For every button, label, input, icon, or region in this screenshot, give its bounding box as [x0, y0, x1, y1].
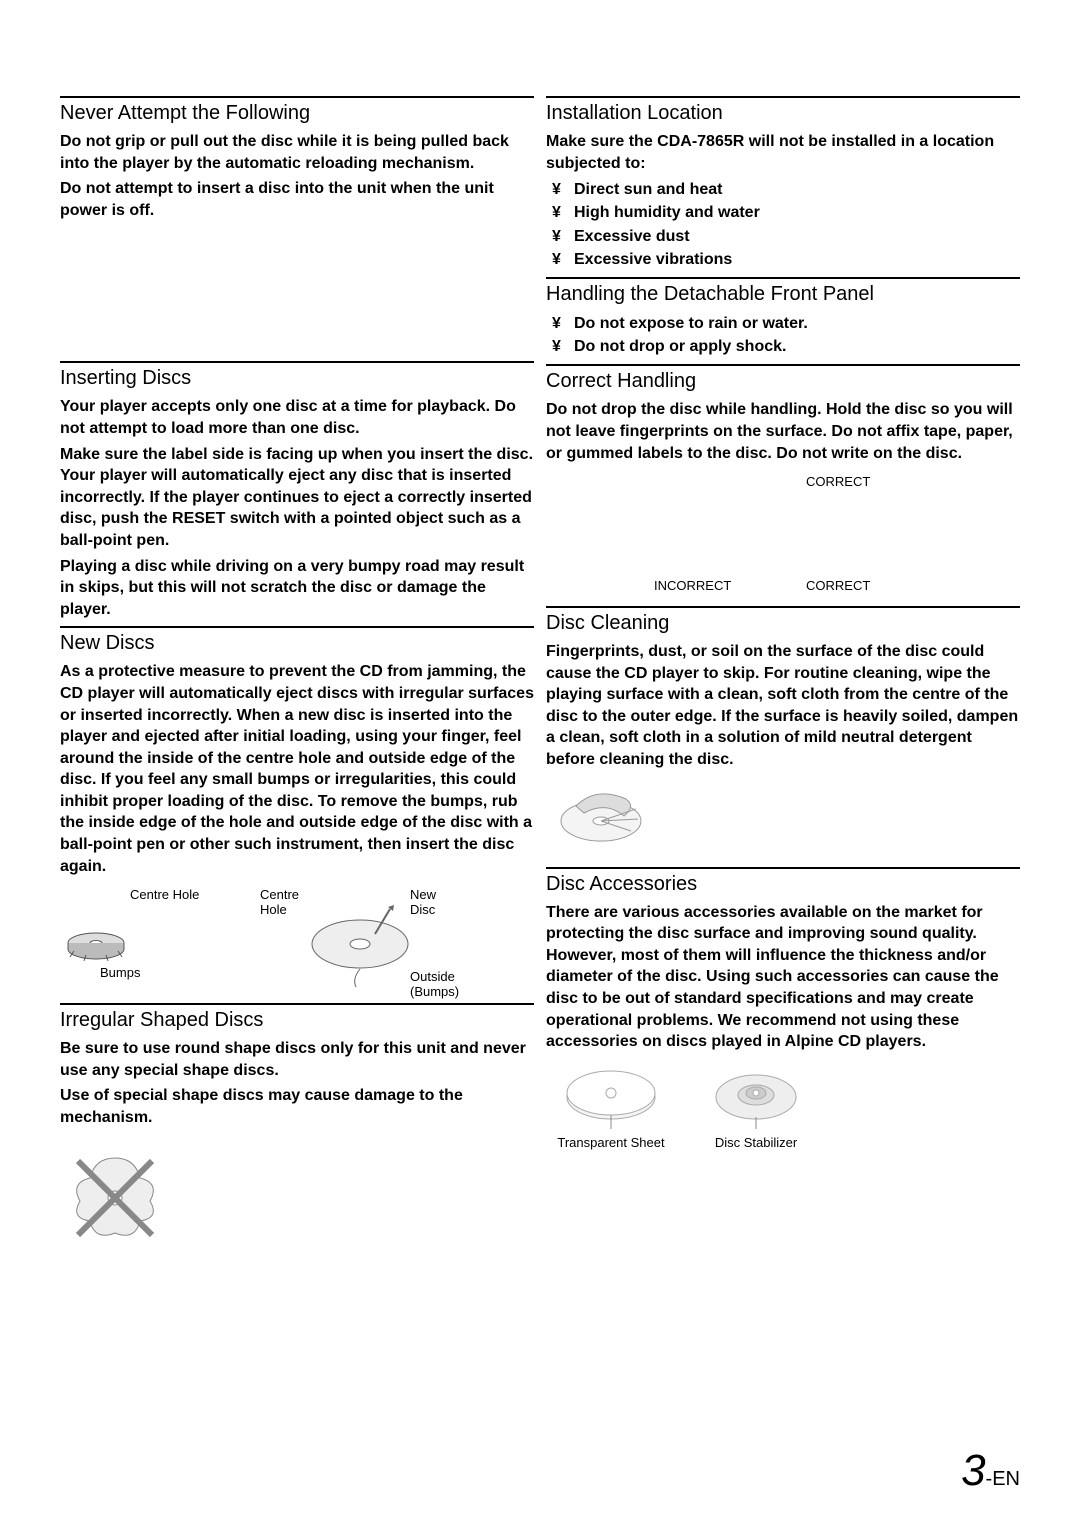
- sec-accessories-p1: There are various accessories available …: [546, 902, 1020, 1053]
- irregular-disc-diagram: [60, 1143, 534, 1243]
- label-incorrect: INCORRECT: [654, 578, 731, 593]
- label-centre-hole-1: Centre Hole: [130, 887, 199, 902]
- install-item: Excessive dust: [546, 225, 1020, 248]
- transparent-sheet-fig: Transparent Sheet: [556, 1065, 666, 1150]
- accessories-diagram: Transparent Sheet Disc Stabilizer: [556, 1065, 1020, 1150]
- sec-inserting-p3: Playing a disc while driving on a very b…: [60, 556, 534, 621]
- sec-never-attempt-p2: Do not attempt to insert a disc into the…: [60, 178, 534, 221]
- sec-install-title: Installation Location: [546, 96, 1020, 125]
- sec-never-attempt-title: Never Attempt the Following: [60, 96, 534, 125]
- page-number: 3-EN: [961, 1446, 1020, 1496]
- frontpanel-item: Do not expose to rain or water.: [546, 312, 1020, 335]
- disc-illus-top: Centre Hole New Disc Outside (Bumps): [260, 887, 480, 997]
- page-number-digit: 3: [961, 1446, 985, 1495]
- label-correct-2: CORRECT: [806, 578, 870, 593]
- sec-newdiscs-title: New Discs: [60, 626, 534, 655]
- sec-inserting-p2: Make sure the label side is facing up wh…: [60, 444, 534, 552]
- handling-diagram: CORRECT INCORRECT CORRECT: [546, 470, 1020, 600]
- install-list: Direct sun and heat High humidity and wa…: [546, 178, 1020, 271]
- cleaning-svg: [546, 781, 656, 851]
- page-number-suffix: -EN: [986, 1468, 1020, 1490]
- transparent-sheet-svg: [556, 1065, 666, 1135]
- sec-inserting-title: Inserting Discs: [60, 361, 534, 390]
- disc-stabilizer-fig: Disc Stabilizer: [706, 1065, 806, 1150]
- sec-frontpanel-title: Handling the Detachable Front Panel: [546, 277, 1020, 306]
- left-column: Never Attempt the Following Do not grip …: [60, 90, 534, 1243]
- install-item: Excessive vibrations: [546, 248, 1020, 271]
- sec-irregular-p1: Be sure to use round shape discs only fo…: [60, 1038, 534, 1081]
- sec-cleaning-title: Disc Cleaning: [546, 606, 1020, 635]
- frontpanel-list: Do not expose to rain or water. Do not d…: [546, 312, 1020, 358]
- sec-install-p1: Make sure the CDA-7865R will not be inst…: [546, 131, 1020, 174]
- spacer: [60, 225, 534, 355]
- install-item: High humidity and water: [546, 201, 1020, 224]
- right-column: Installation Location Make sure the CDA-…: [546, 90, 1020, 1243]
- frontpanel-item: Do not drop or apply shock.: [546, 335, 1020, 358]
- sec-cleaning-p1: Fingerprints, dust, or soil on the surfa…: [546, 641, 1020, 771]
- label-bumps: Bumps: [100, 965, 140, 980]
- sec-correct-p1: Do not drop the disc while handling. Hol…: [546, 399, 1020, 464]
- cleaning-diagram: [546, 781, 1020, 851]
- disc-stabilizer-svg: [706, 1065, 806, 1135]
- sec-inserting-p1: Your player accepts only one disc at a t…: [60, 396, 534, 439]
- label-disc-stabilizer: Disc Stabilizer: [706, 1135, 806, 1150]
- sec-newdiscs-p1: As a protective measure to prevent the C…: [60, 661, 534, 877]
- sec-never-attempt-p1: Do not grip or pull out the disc while i…: [60, 131, 534, 174]
- sec-accessories-title: Disc Accessories: [546, 867, 1020, 896]
- page-columns: Never Attempt the Following Do not grip …: [60, 90, 1020, 1243]
- newdisc-diagram: Centre Hole Bumps Centre Hole New Disc: [60, 887, 534, 997]
- sec-correct-title: Correct Handling: [546, 364, 1020, 393]
- label-correct-1: CORRECT: [806, 474, 870, 489]
- install-item: Direct sun and heat: [546, 178, 1020, 201]
- irregular-disc-svg: [60, 1143, 170, 1243]
- disc-illus-side: Centre Hole Bumps: [60, 887, 230, 997]
- label-transparent-sheet: Transparent Sheet: [556, 1135, 666, 1150]
- sec-irregular-title: Irregular Shaped Discs: [60, 1003, 534, 1032]
- sec-irregular-p2: Use of special shape discs may cause dam…: [60, 1085, 534, 1128]
- label-outside-bumps: Outside (Bumps): [410, 969, 480, 999]
